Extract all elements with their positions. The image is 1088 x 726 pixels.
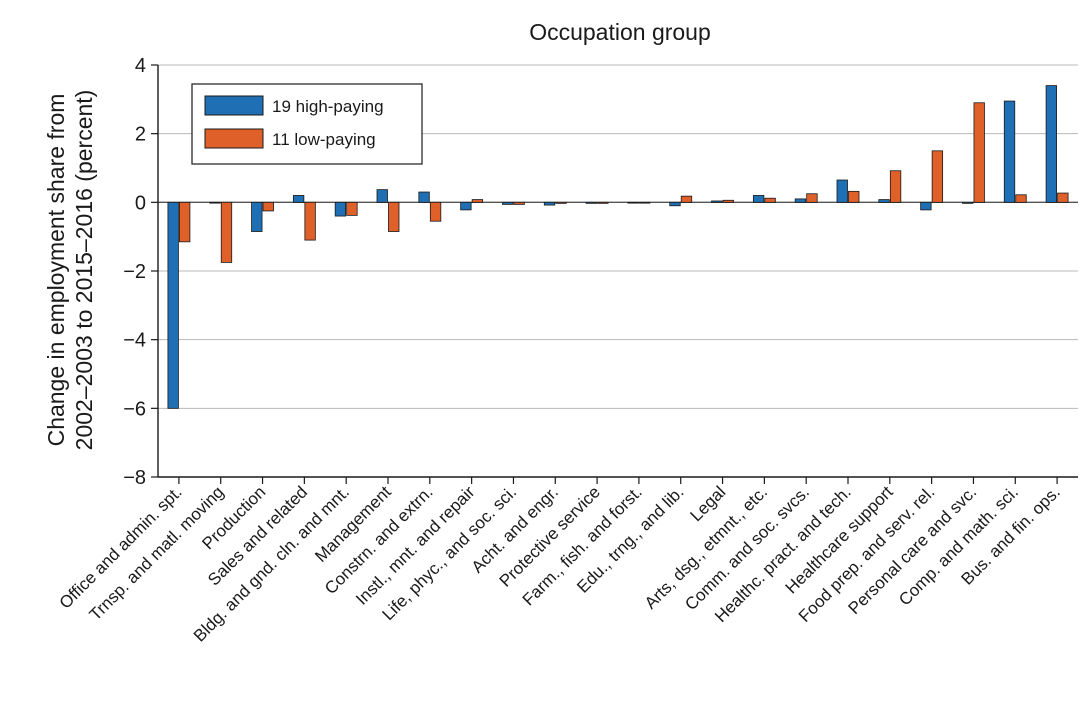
- bar-high-paying-18: [920, 201, 932, 211]
- bar-high-paying-9: [543, 201, 556, 206]
- y-tick-label: −6: [123, 398, 146, 420]
- x-ticks: Office and admin. spt.Trnsp. and matl. m…: [56, 477, 1064, 646]
- chart-title: Occupation group: [529, 19, 711, 45]
- bar-high-paying-7: [460, 201, 472, 211]
- bar-high-paying-8: [502, 201, 514, 205]
- y-tick-label: −4: [123, 330, 146, 352]
- legend-label-high-paying: 19 high-paying: [272, 97, 384, 116]
- bar-low-paying-9: [555, 201, 567, 204]
- bar-low-paying-10: [597, 201, 609, 204]
- bar-low-paying-16: [848, 190, 860, 203]
- legend-swatch-high-paying: [204, 95, 264, 116]
- y-axis-title: Change in employment share from 2002–200…: [43, 90, 97, 451]
- y-axis-title-line1: Change in employment share from: [43, 94, 69, 447]
- legend: 19 high-paying 11 low-paying: [191, 83, 423, 165]
- bar-low-paying-18: [931, 150, 944, 203]
- bar-high-paying-14: [752, 195, 765, 203]
- bar-low-paying-5: [388, 201, 400, 232]
- bar-low-paying-8: [513, 201, 525, 205]
- bar-low-paying-14: [764, 197, 776, 203]
- bar-low-paying-11: [639, 201, 651, 204]
- bar-low-paying-21: [1057, 192, 1069, 203]
- bar-high-paying-0: [167, 201, 179, 409]
- bar-low-paying-17: [889, 170, 902, 203]
- bars: [167, 85, 1069, 409]
- bar-high-paying-12: [669, 201, 681, 207]
- y-tick-label: −2: [123, 261, 146, 283]
- legend-label-low-paying: 11 low-paying: [272, 130, 376, 149]
- y-tick-label: −8: [123, 467, 146, 489]
- bar-high-paying-16: [836, 179, 848, 203]
- bar-low-paying-13: [722, 199, 734, 203]
- bar-high-paying-17: [878, 199, 890, 203]
- bar-high-paying-6: [418, 191, 430, 203]
- legend-swatch-low-paying: [204, 128, 264, 149]
- bar-high-paying-13: [711, 200, 723, 203]
- bar-low-paying-19: [973, 102, 985, 203]
- bar-low-paying-15: [806, 193, 818, 203]
- bar-low-paying-2: [262, 201, 274, 212]
- bar-high-paying-4: [334, 201, 347, 217]
- y-tick-label: 0: [135, 192, 146, 214]
- y-axis-title-line2: 2002–2003 to 2015–2016 (percent): [71, 90, 97, 451]
- bar-low-paying-1: [220, 201, 233, 263]
- bar-low-paying-20: [1015, 194, 1027, 203]
- bar-high-paying-11: [627, 201, 639, 204]
- bar-low-paying-7: [471, 199, 484, 203]
- bar-low-paying-12: [680, 195, 693, 203]
- bar-high-paying-2: [251, 201, 263, 232]
- bar-high-paying-20: [1003, 100, 1016, 203]
- y-ticks: 4 2 0 −2 −4 −6 −8: [123, 55, 158, 489]
- y-tick-label: 4: [135, 55, 146, 77]
- bar-high-paying-5: [376, 189, 388, 203]
- bar-high-paying-15: [794, 198, 807, 203]
- bar-low-paying-3: [304, 201, 316, 241]
- bar-high-paying-1: [209, 201, 221, 204]
- bar-high-paying-21: [1045, 85, 1057, 203]
- bar-high-paying-3: [292, 195, 305, 203]
- bar-low-paying-4: [346, 201, 358, 216]
- bar-low-paying-0: [179, 201, 191, 243]
- bar-high-paying-10: [585, 201, 597, 204]
- bar-low-paying-6: [429, 201, 442, 222]
- y-tick-label: 2: [135, 124, 146, 146]
- bar-high-paying-19: [962, 201, 974, 204]
